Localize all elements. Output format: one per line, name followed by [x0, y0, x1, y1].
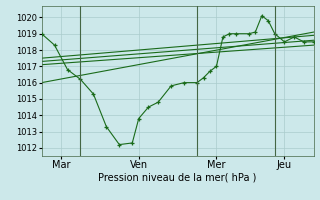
X-axis label: Pression niveau de la mer( hPa ): Pression niveau de la mer( hPa )	[99, 173, 257, 183]
